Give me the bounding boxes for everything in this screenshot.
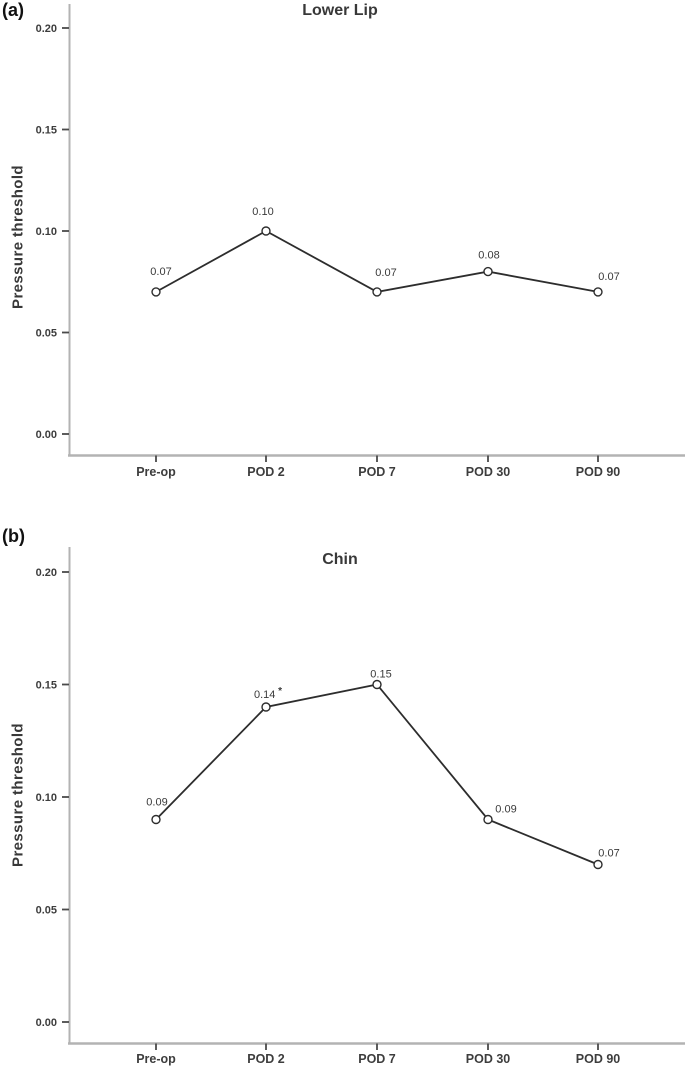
data-point-marker [483,814,493,825]
panel-b-label: (b) [2,526,25,546]
data-point-marker [151,287,161,297]
x-tick-label: POD 2 [247,465,285,479]
data-point-marker [593,859,603,870]
x-tick-label: POD 90 [576,465,621,479]
data-point-label: 0.09 [146,797,167,809]
data-point-label: 0.07 [375,267,396,279]
x-tick-label: POD 30 [466,1052,511,1066]
y-tick-label: 0.20 [36,567,57,579]
y-tick-label: 0.20 [36,23,57,35]
y-tick-label: 0.05 [36,905,57,917]
data-point-label: 0.07 [598,848,619,860]
x-tick-label: Pre-op [136,465,176,479]
data-point-label: 0.09 [495,804,516,816]
y-tick-label: 0.00 [36,1017,57,1029]
data-point-marker [593,287,603,297]
y-tick-label: 0.15 [36,680,57,692]
data-point-label: 0.15 [370,669,391,681]
data-point-label: 0.07 [150,266,171,278]
significance-asterisk: * [275,686,282,697]
data-point-label: 0.14 * [254,686,282,701]
data-point-marker [372,287,382,297]
x-tick-label: POD 30 [466,465,511,479]
x-tick-label: Pre-op [136,1052,176,1066]
data-point-marker [483,266,493,277]
y-tick-label: 0.10 [36,226,57,238]
panel-b-title: Chin [322,551,358,568]
y-tick-label: 0.10 [36,792,57,804]
x-tick-label: POD 7 [358,465,396,479]
data-point-marker [372,679,382,690]
data-point-label: 0.08 [478,250,499,262]
data-point-label: 0.07 [598,271,619,283]
data-point-marker [261,226,271,236]
x-tick-label: POD 90 [576,1052,621,1066]
y-tick-label: 0.00 [36,429,57,441]
panel-a: (a) Lower Lip Pressure threshold 0.00 0.0… [0,0,685,515]
x-tick-label: POD 2 [247,1052,285,1066]
panel-a-label: (a) [2,0,24,20]
data-point-marker [151,814,161,825]
panel-a-title: Lower Lip [302,2,378,19]
data-line [155,229,599,293]
y-tick-label: 0.05 [36,328,57,340]
chin-line-chart: 0.00 0.05 0.10 0.15 0.20 Pre-op POD 2 POD 7 POD … [36,547,685,1066]
lower-lip-line-chart: 0.00 0.05 0.10 0.15 0.20 Pre-op POD 2 POD 7 POD … [36,4,685,479]
x-tick-label: POD 7 [358,1052,396,1066]
y-tick-label: 0.15 [36,125,57,137]
data-line [155,683,599,866]
data-point-marker [261,702,271,712]
panel-b: (b) Chin Pressure threshold 0.00 0.05 0.10… [0,515,685,1068]
data-point-label: 0.10 [252,206,273,218]
